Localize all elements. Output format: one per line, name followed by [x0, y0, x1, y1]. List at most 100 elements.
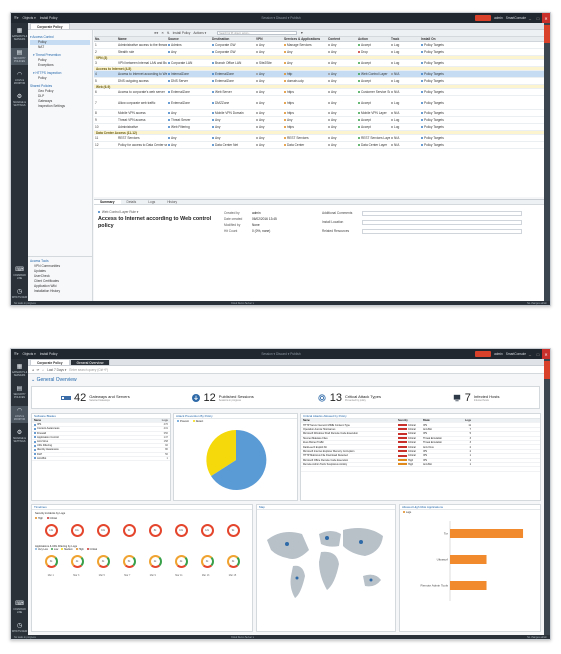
table-row[interactable]: Anti-Bot 1	[32, 457, 170, 461]
rule-install-on[interactable]: Policy Targets	[420, 79, 460, 83]
tab-logs[interactable]: Logs	[148, 200, 156, 204]
timeline-ring[interactable]: 2k	[148, 555, 162, 568]
rule-action[interactable]: Customer Service Ser	[357, 90, 390, 94]
table-row[interactable]: IPS 476	[32, 423, 170, 428]
rule-track[interactable]: N/A	[390, 72, 420, 76]
nav-security-policies[interactable]: ▤ SECURITY POLICIES	[11, 48, 28, 65]
rule-install-on[interactable]: Policy Targets	[420, 118, 460, 122]
time-range-select[interactable]: Last 7 Days ▾	[47, 367, 67, 372]
rule-install-on[interactable]: Policy Targets	[420, 143, 460, 147]
table-row[interactable]: Remote Admin Tools Suspicious Activity Hi…	[301, 463, 540, 468]
rule-source[interactable]: Corporate LAN	[167, 61, 211, 65]
rule-vpn[interactable]: Any	[255, 136, 283, 140]
timeline-ring[interactable]: 10k	[174, 524, 188, 537]
timeline-ring[interactable]: 14k	[44, 524, 58, 537]
tab-summary[interactable]: Summary	[94, 200, 121, 204]
rule-number[interactable]: 3	[94, 61, 117, 65]
actions-menu[interactable]: Actions ▾	[193, 31, 207, 35]
search-icon[interactable]: ⌕	[42, 367, 45, 372]
rule-vpn[interactable]: Site2Site	[255, 61, 283, 65]
rule-source[interactable]: Any	[167, 143, 211, 147]
rule-name[interactable]: Policy for access to Data Center servers	[117, 143, 167, 147]
rule-destination[interactable]: Corporate GW	[211, 43, 255, 47]
table-row[interactable]: Stuxnet Malware Files Critical Threat Emul…	[301, 437, 540, 441]
rule-number[interactable]: 12	[94, 143, 117, 147]
right-panel-rail[interactable]	[544, 23, 550, 301]
col-track[interactable]: Track	[391, 37, 400, 41]
rule-source[interactable]: Threat Server	[167, 118, 211, 122]
rule-section-row[interactable]: Web (6-9)	[94, 85, 544, 89]
timeline-ring[interactable]: 3k	[200, 555, 214, 568]
rule-service[interactable]: Manage Services	[283, 43, 327, 47]
install-policy-button[interactable]: Install Policy	[39, 352, 58, 356]
timeline-ring[interactable]: 5k	[122, 555, 136, 568]
bar[interactable]	[450, 529, 524, 538]
nav-command-line[interactable]: ⌨ COMMAND LINE	[11, 265, 28, 282]
rule-destination[interactable]: Mobile VPN Domain	[211, 111, 255, 115]
rule-row[interactable]: 1 Administrative access to the firewall Ad…	[94, 42, 544, 49]
tree-geo-policy[interactable]: Geo Policy	[38, 89, 54, 93]
rule-name[interactable]: REST Services	[117, 136, 167, 140]
rule-destination[interactable]: Branch Office LAN	[211, 61, 255, 65]
rule-row[interactable]: 8 Mobile VPN access Any Mobile VPN Domain An…	[94, 110, 544, 117]
col-name[interactable]: Name	[118, 37, 127, 41]
rule-action[interactable]: Drop	[357, 50, 390, 54]
tool-vpn-communities[interactable]: VPN Communities	[34, 264, 61, 268]
delete-rule-icon[interactable]: ✕	[161, 31, 164, 35]
rule-action[interactable]: Accept	[357, 125, 390, 129]
rule-install-on[interactable]: Policy Targets	[420, 72, 460, 76]
rule-install-on[interactable]: Policy Targets	[420, 90, 460, 94]
rule-service[interactable]: https	[283, 101, 327, 105]
col-install-on[interactable]: Install On	[421, 37, 436, 41]
rule-action[interactable]: Accept	[357, 101, 390, 105]
timeline-ring[interactable]: 10k	[96, 524, 110, 537]
rule-install-on[interactable]: Policy Targets	[420, 125, 460, 129]
rule-name[interactable]: Stealth rule	[117, 50, 167, 54]
rule-destination[interactable]: DMZZone	[211, 101, 255, 105]
rule-content[interactable]: Any	[327, 72, 357, 76]
table-row[interactable]: URL Filtering 92	[32, 444, 170, 449]
rule-content[interactable]: Any	[327, 111, 357, 115]
rule-service[interactable]: https	[283, 90, 327, 94]
rule-track[interactable]: Log	[390, 125, 420, 129]
tool-client-certificates[interactable]: Client Certificates	[34, 279, 59, 283]
tab-corporate-policy[interactable]: Corporate Policy	[30, 23, 70, 29]
col-action[interactable]: Action	[358, 37, 368, 41]
map-marker[interactable]	[359, 540, 363, 544]
rule-track[interactable]: Log	[390, 50, 420, 54]
stat-infected-hosts[interactable]: 7 Infected Hosts Infected hosts	[412, 387, 539, 408]
table-row[interactable]: Operation Aurora Hostnames Critical Anti-B…	[301, 428, 540, 433]
session-controls[interactable]: Session ▾ Discard ▾ Publish	[261, 352, 301, 356]
rule-destination[interactable]: Any	[211, 118, 255, 122]
table-row[interactable]: Microsoft Office Remote Code Execution Hi…	[301, 459, 540, 463]
rule-source[interactable]: ExternalZone	[167, 90, 211, 94]
rule-source[interactable]: Web Filtering	[167, 125, 211, 129]
col-destination[interactable]: Destination	[212, 37, 230, 41]
rule-track[interactable]: Log	[390, 79, 420, 83]
refresh-icon[interactable]: ⟳	[36, 367, 40, 372]
table-row[interactable]: HTTP Server Generic MIME Content-Type Cri…	[301, 423, 540, 428]
bar[interactable]	[450, 555, 487, 564]
timeline-ring[interactable]: 11k	[70, 524, 84, 537]
rule-content[interactable]: Any	[327, 61, 357, 65]
rule-action[interactable]: Accept	[357, 79, 390, 83]
rule-destination[interactable]: ExternalZone	[211, 72, 255, 76]
rule-content[interactable]: Any	[327, 143, 357, 147]
rule-section-row[interactable]: Access to Internet (4-5)	[94, 67, 544, 71]
rule-service[interactable]: https	[283, 125, 327, 129]
rule-track[interactable]: Log	[390, 43, 420, 47]
tab-corporate-policy[interactable]: Corporate Policy	[30, 359, 70, 365]
tool-installation-history[interactable]: Installation History	[34, 289, 61, 293]
rule-source[interactable]: DNS Server	[167, 79, 211, 83]
rule-content[interactable]: Any	[327, 125, 357, 129]
rule-row[interactable]: 9 Threat VPN access Threat Server Any Any Any…	[94, 117, 544, 124]
timeline-ring[interactable]: 8k	[148, 524, 162, 537]
rule-vpn[interactable]: Any	[255, 72, 283, 76]
rule-destination[interactable]: Any	[211, 125, 255, 129]
rule-install-on[interactable]: Policy Targets	[420, 101, 460, 105]
rule-action[interactable]: Mobile VPN Layer	[357, 111, 390, 115]
rule-name[interactable]: Access to corporate's web server	[117, 90, 167, 94]
rule-service[interactable]: domain-udp	[283, 79, 327, 83]
location-input[interactable]	[362, 219, 522, 225]
col-no[interactable]: No.	[95, 37, 101, 41]
